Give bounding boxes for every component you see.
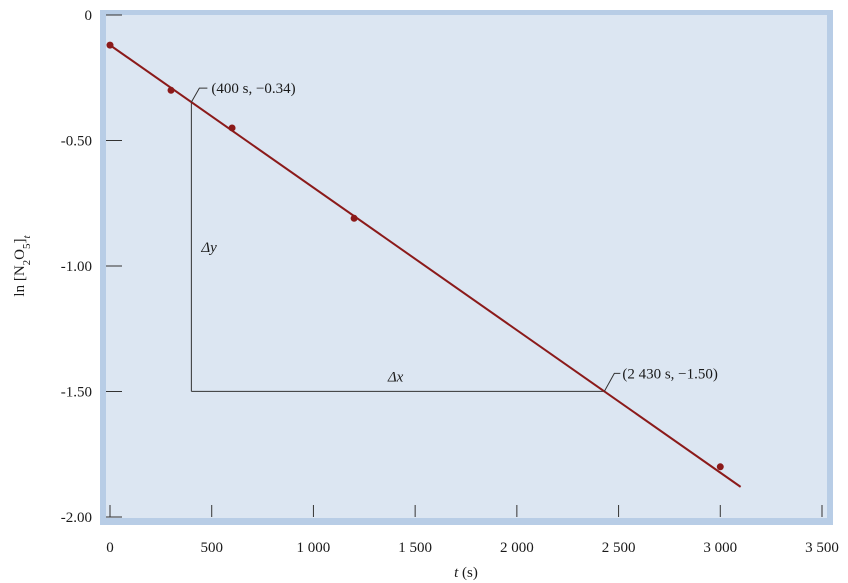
x-axis-title: t (s) <box>454 565 478 581</box>
x-tick-label: 500 <box>200 540 223 556</box>
data-point <box>167 86 175 94</box>
fit-line <box>109 44 742 488</box>
delta-x-label: Δx <box>387 369 404 385</box>
x-tick-label: 3 000 <box>703 540 737 556</box>
data-point <box>228 124 236 132</box>
y-tick-label: -1.50 <box>61 385 92 401</box>
y-tick-label: -2.00 <box>61 510 92 526</box>
data-point <box>106 41 114 49</box>
x-tick-label: 2 000 <box>500 540 534 556</box>
x-tick-label: 0 <box>106 540 114 556</box>
y-tick-label: -1.00 <box>61 259 92 275</box>
x-tick-label: 1 000 <box>297 540 331 556</box>
data-points <box>106 41 724 471</box>
annotation-point-1: (400 s, −0.34) <box>211 81 295 97</box>
y-tick-label: -0.50 <box>61 134 92 150</box>
x-tick-label: 2 500 <box>602 540 636 556</box>
annotation-leader-1 <box>190 87 208 103</box>
y-axis-title: ln [N2O5]t <box>12 234 33 296</box>
x-tick-label: 3 500 <box>805 540 839 556</box>
y-tick-label: 0 <box>85 8 93 24</box>
plot-background <box>106 15 827 518</box>
annotation-leader-2 <box>603 372 621 392</box>
y-axis-ticks: 0 -0.50 -1.00 -1.50 -2.00 <box>61 8 122 526</box>
data-point <box>716 463 724 471</box>
data-point <box>350 214 358 222</box>
x-axis-ticks: 0 500 1 000 1 500 2 000 2 500 3 000 3 500 <box>106 505 839 556</box>
annotation-point-2: (2 430 s, −1.50) <box>622 366 718 382</box>
x-tick-label: 1 500 <box>398 540 432 556</box>
delta-y-label: Δy <box>200 240 217 256</box>
